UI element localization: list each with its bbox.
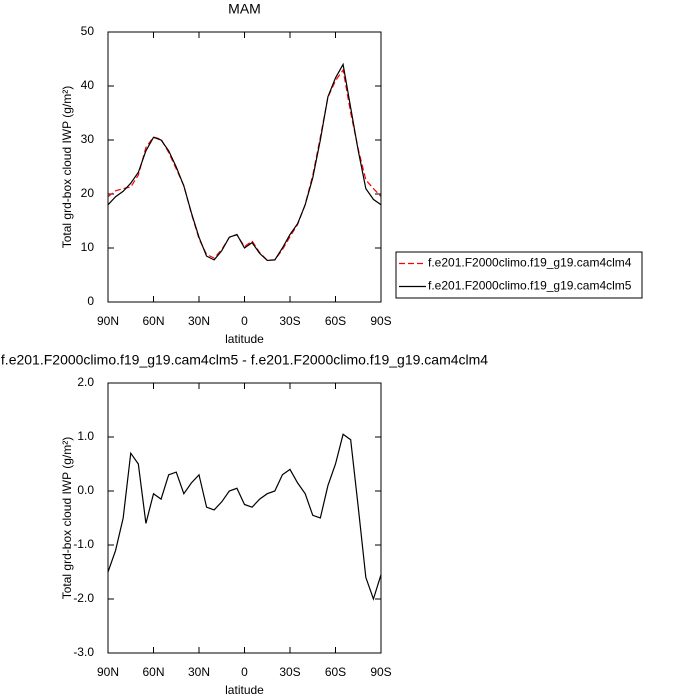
x-tick-label: 60N [142, 665, 164, 679]
x-tick-label: 60S [325, 665, 346, 679]
y-tick-label: 10 [81, 240, 95, 254]
chart-title: f.e201.F2000climo.f19_g19.cam4clm5 - f.e… [1, 352, 488, 368]
y-tick-label: 1.0 [77, 429, 94, 443]
y-tick-label: 50 [81, 24, 95, 38]
x-tick-label: 30S [279, 665, 300, 679]
x-tick-label: 30S [279, 314, 300, 328]
plot-frame [107, 382, 382, 654]
x-tick-label: 0 [241, 314, 248, 328]
y-tick-label: 0 [87, 294, 94, 308]
x-tick-label: 30N [188, 314, 210, 328]
y-axis-label: Total grd-box cloud IWP (g/m²) [60, 437, 74, 600]
data-line [107, 62, 382, 262]
legend-label: f.e201.F2000climo.f19_g19.cam4clm5 [428, 279, 632, 293]
y-tick-label: 2.0 [77, 375, 94, 389]
x-tick-label: 90S [370, 665, 391, 679]
x-tick-label: 90S [370, 314, 391, 328]
x-tick-label: 60S [325, 314, 346, 328]
y-tick-label: 30 [81, 132, 95, 146]
y-axis-label: Total grd-box cloud IWP (g/m²) [60, 86, 74, 249]
y-tick-label: -2.0 [73, 591, 94, 605]
y-tick-label: -3.0 [73, 645, 94, 659]
chart-title: MAM [228, 1, 261, 17]
data-line [107, 68, 382, 261]
x-tick-label: 30N [188, 665, 210, 679]
x-axis-label: latitude [225, 683, 264, 697]
x-tick-label: 90N [97, 665, 119, 679]
x-axis-label: latitude [225, 332, 264, 346]
x-tick-label: 90N [97, 314, 119, 328]
y-tick-label: -1.0 [73, 537, 94, 551]
plot-frame [107, 31, 382, 303]
y-tick-label: 20 [81, 186, 95, 200]
y-tick-label: 40 [81, 78, 95, 92]
legend-box [395, 251, 643, 299]
x-tick-label: 0 [241, 665, 248, 679]
legend-label: f.e201.F2000climo.f19_g19.cam4clm4 [428, 256, 632, 270]
x-tick-label: 60N [142, 314, 164, 328]
data-line [107, 433, 382, 601]
y-tick-label: 0.0 [77, 483, 94, 497]
